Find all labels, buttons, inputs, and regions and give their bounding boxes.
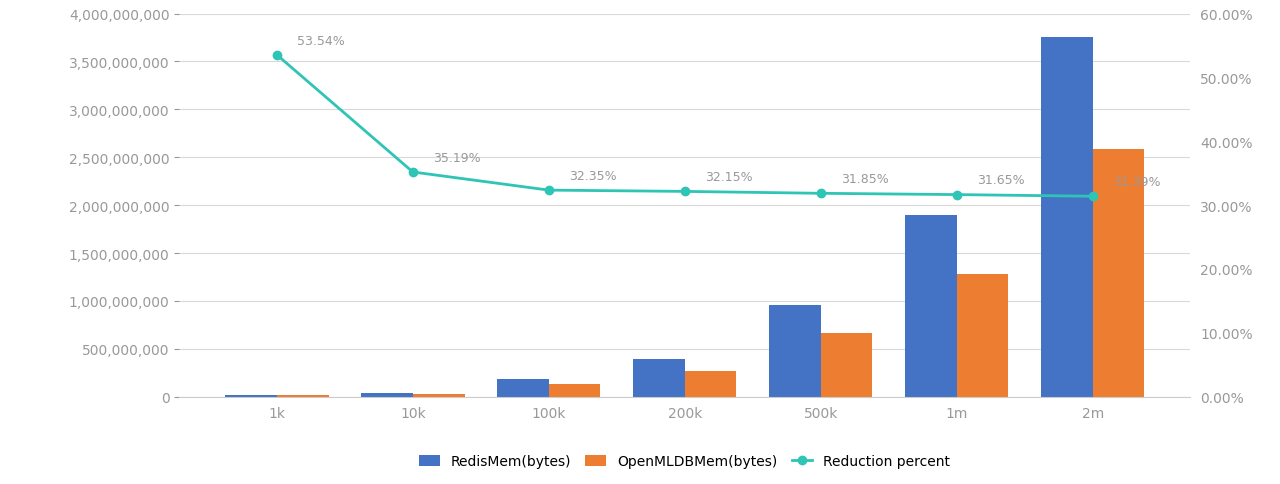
Bar [1093, 149, 1144, 397]
Bar [497, 378, 549, 397]
Bar [549, 384, 600, 397]
Reduction percent [813, 191, 828, 197]
Bar [685, 371, 736, 397]
Text: 53.54%: 53.54% [297, 34, 346, 47]
Bar [361, 393, 413, 397]
Bar [905, 215, 956, 397]
Bar [956, 274, 1009, 397]
Reduction percent [1085, 194, 1101, 200]
Text: 31.85%: 31.85% [841, 173, 888, 186]
Reduction percent [948, 192, 964, 198]
Reduction percent [677, 189, 692, 195]
Text: 32.15%: 32.15% [705, 171, 753, 184]
Text: 32.35%: 32.35% [570, 169, 617, 182]
Text: 31.39%: 31.39% [1114, 176, 1161, 189]
Bar [276, 395, 329, 397]
Bar [634, 360, 685, 397]
Line: Reduction percent: Reduction percent [273, 51, 1097, 201]
Reduction percent [541, 188, 557, 194]
Bar [1041, 38, 1093, 397]
Bar [413, 394, 465, 397]
Bar [225, 395, 276, 397]
Text: 31.65%: 31.65% [977, 174, 1025, 187]
Bar [820, 334, 873, 397]
Reduction percent [406, 170, 421, 176]
Text: 35.19%: 35.19% [433, 151, 481, 165]
Bar [769, 305, 820, 397]
Legend: RedisMem(bytes), OpenMLDBMem(bytes), Reduction percent: RedisMem(bytes), OpenMLDBMem(bytes), Red… [413, 449, 956, 474]
Reduction percent [269, 53, 284, 59]
